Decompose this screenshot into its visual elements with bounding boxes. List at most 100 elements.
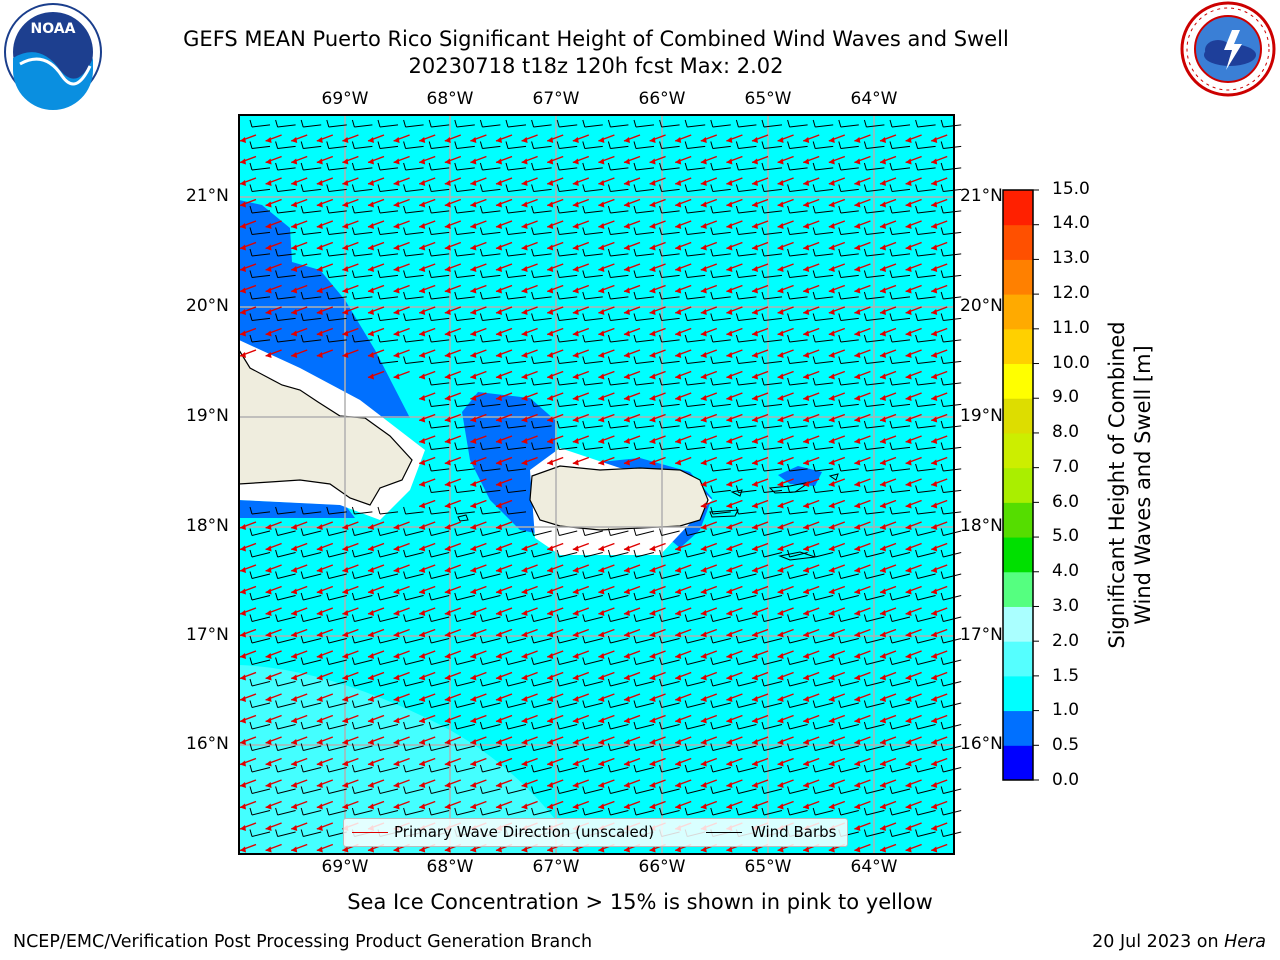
wind-barb <box>866 425 885 429</box>
wind-barb-feather <box>531 743 535 751</box>
wave-direction-arrowhead <box>880 674 886 681</box>
wind-barb-feather <box>684 184 688 192</box>
wave-direction-arrowhead <box>675 588 682 595</box>
colorbar-tick-label: 13.0 <box>1052 248 1090 268</box>
wave-direction-arrowhead <box>880 459 886 466</box>
wind-barb <box>507 425 527 429</box>
wind-barb <box>379 659 399 665</box>
lon-label-bottom: 68°W <box>426 857 474 877</box>
wind-barb-feather <box>863 657 867 665</box>
wind-barb-feather <box>326 141 330 149</box>
wind-barb-feather <box>479 571 483 579</box>
wave-direction-arrowhead <box>470 330 477 337</box>
wind-barb-feather <box>556 442 560 450</box>
wave-direction-arrowhead <box>316 330 323 337</box>
wind-barb-feather <box>249 657 253 665</box>
wind-barb-feather <box>940 291 944 300</box>
wind-barb-feather <box>556 356 560 364</box>
wind-barb <box>584 810 603 816</box>
wave-direction-arrowhead <box>572 674 579 681</box>
wind-barb-feather <box>479 442 483 450</box>
wind-barb-feather <box>633 549 637 558</box>
wave-direction-arrowhead <box>291 158 298 165</box>
wave-direction-arrowhead <box>265 223 272 229</box>
wind-barb <box>584 659 603 665</box>
wave-direction-arrowhead <box>444 201 451 208</box>
wave-direction-arrowhead <box>828 739 835 745</box>
wind-barb <box>891 767 911 773</box>
wind-barb <box>943 167 962 171</box>
wind-barb-feather <box>761 700 765 708</box>
wind-barb <box>866 552 885 558</box>
wind-barb <box>533 210 552 214</box>
wind-barb-feather <box>940 119 944 128</box>
wave-direction-arrowhead <box>854 631 861 638</box>
wind-barb-feather <box>684 721 688 730</box>
wave-direction-arrowhead <box>521 717 528 724</box>
wind-barb <box>943 638 962 644</box>
footer-date-text: 20 Jul 2023 on <box>1092 932 1225 952</box>
wind-barb <box>635 167 655 171</box>
wind-barb <box>763 724 783 730</box>
wind-barb-feather <box>505 678 509 687</box>
wind-barb <box>379 724 399 730</box>
wave-direction-arrowhead <box>624 244 630 251</box>
wave-direction-arrowhead <box>649 330 656 337</box>
wind-barb <box>635 595 655 601</box>
wind-barb-feather <box>915 141 919 149</box>
wind-barb-feather <box>300 635 304 644</box>
wind-barb <box>763 468 783 472</box>
wind-barb-feather <box>684 786 688 794</box>
wind-barb <box>482 360 501 364</box>
wave-direction-arrowhead <box>675 158 682 165</box>
wave-direction-arrowhead <box>828 502 835 509</box>
wave-direction-arrowhead <box>752 717 758 724</box>
wave-direction-arrowhead <box>700 588 707 595</box>
wave-direction-arrowhead <box>419 739 426 745</box>
wind-barb <box>610 573 629 579</box>
wind-barb <box>379 188 399 192</box>
wave-direction-arrowhead <box>342 201 349 208</box>
wind-barb-feather <box>684 356 688 364</box>
wind-barb-feather <box>863 205 867 214</box>
wave-direction-arrowhead <box>931 158 938 165</box>
wave-direction-arrowhead <box>931 545 938 552</box>
wind-barb-feather <box>479 721 483 730</box>
wind-barb <box>379 530 399 536</box>
wind-barb-feather <box>531 571 535 579</box>
wind-barb <box>559 681 578 687</box>
wind-barb-feather <box>659 549 663 558</box>
wind-barb-feather <box>863 442 867 450</box>
wind-barb <box>431 681 450 687</box>
wind-barb <box>738 511 757 515</box>
wave-direction-arrowhead <box>931 803 938 810</box>
wind-barb <box>661 638 680 644</box>
wave-direction-arrowhead <box>598 352 605 358</box>
lat-label-right: 21°N <box>960 186 1003 206</box>
wind-barb-feather <box>377 184 381 192</box>
wind-barb <box>354 788 373 794</box>
wind-barb-feather <box>735 592 739 601</box>
wave-direction-arrowhead <box>240 352 246 358</box>
wind-barb-feather <box>428 227 432 235</box>
wind-barb <box>251 530 271 536</box>
wave-direction-arrowhead <box>496 717 502 724</box>
wave-direction-arrowhead <box>496 416 502 423</box>
wind-barb-feather <box>710 184 714 192</box>
wind-barb-feather <box>633 657 637 665</box>
wave-direction-arrowhead <box>726 545 733 552</box>
wind-barb <box>687 317 706 321</box>
wind-barb <box>712 145 731 149</box>
wind-barb-feather <box>889 420 893 429</box>
wave-direction-arrowhead <box>265 739 272 745</box>
wave-direction-arrowhead <box>931 266 938 272</box>
wave-direction-arrowhead <box>368 846 374 853</box>
wind-barb-feather <box>377 528 381 536</box>
wind-barb-feather <box>940 377 944 386</box>
wind-barb <box>687 296 706 300</box>
wind-barb <box>559 530 578 536</box>
wind-barb-feather <box>633 700 637 708</box>
wave-direction-arrowhead <box>649 416 656 423</box>
wind-barb-feather <box>915 356 919 364</box>
wind-barb-feather <box>505 162 509 171</box>
